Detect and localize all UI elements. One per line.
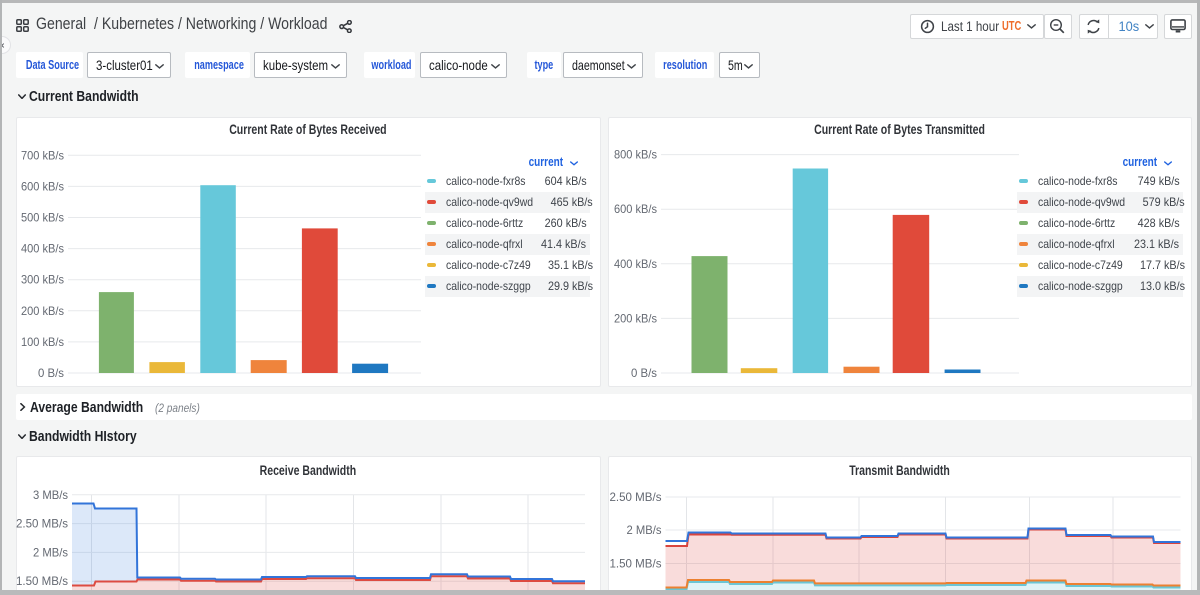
svg-text:400 kB/s: 400 kB/s: [614, 257, 657, 271]
svg-text:200 kB/s: 200 kB/s: [614, 311, 657, 325]
svg-text:0 B/s: 0 B/s: [38, 366, 64, 380]
svg-text:0 B/s: 0 B/s: [631, 366, 657, 380]
svg-text:2 MB/s: 2 MB/s: [33, 545, 68, 559]
svg-text:1.50 MB/s: 1.50 MB/s: [609, 557, 661, 571]
svg-text:300 kB/s: 300 kB/s: [21, 273, 64, 287]
svg-text:1.50 MB/s: 1.50 MB/s: [16, 574, 68, 588]
svg-text:200 kB/s: 200 kB/s: [21, 304, 64, 318]
svg-text:3 MB/s: 3 MB/s: [33, 488, 68, 502]
svg-text:600 kB/s: 600 kB/s: [21, 179, 64, 193]
svg-text:700 kB/s: 700 kB/s: [21, 148, 64, 162]
svg-text:100 kB/s: 100 kB/s: [21, 335, 64, 349]
svg-text:400 kB/s: 400 kB/s: [21, 242, 64, 256]
svg-text:500 kB/s: 500 kB/s: [21, 211, 64, 225]
svg-text:600 kB/s: 600 kB/s: [614, 202, 657, 216]
svg-text:2.50 MB/s: 2.50 MB/s: [16, 517, 68, 531]
svg-text:800 kB/s: 800 kB/s: [614, 148, 657, 162]
svg-text:2.50 MB/s: 2.50 MB/s: [609, 490, 661, 504]
svg-text:2 MB/s: 2 MB/s: [626, 523, 661, 537]
